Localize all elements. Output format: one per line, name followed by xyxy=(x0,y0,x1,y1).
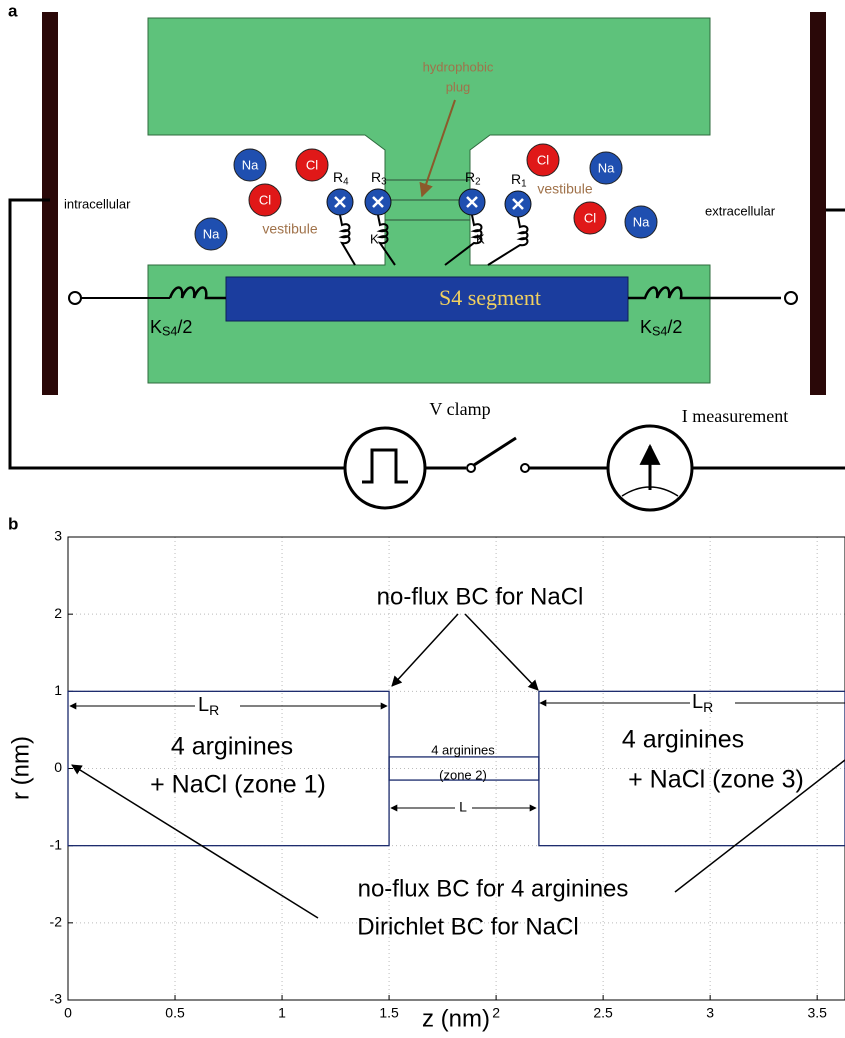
label-base: R xyxy=(333,169,343,185)
label-base: K xyxy=(150,317,162,337)
panel-b: b 0 0.5 1 1.5 2 2.5 3 3.5 -3 -2 -1 0 1 2 3 z (nm) r (nm) n… xyxy=(7,514,845,1032)
note: no-flux BC for NaCl xyxy=(377,583,584,610)
terminal xyxy=(785,292,797,304)
panel-label: b xyxy=(8,514,18,533)
membrane-left xyxy=(42,12,58,395)
zone-label: + NaCl (zone 1) xyxy=(150,771,326,799)
dim-label: L xyxy=(459,799,467,815)
y-tick-label: -2 xyxy=(50,914,63,930)
zone-label: + NaCl (zone 3) xyxy=(628,766,804,794)
vestibule-label: vestibule xyxy=(262,221,317,237)
pointer xyxy=(392,614,458,686)
note: Dirichlet BC for NaCl xyxy=(357,913,578,940)
label-sub: R xyxy=(209,702,219,718)
subscript-label: R1 xyxy=(511,171,527,189)
v-clamp-label: V clamp xyxy=(429,399,490,419)
ion-label: Na xyxy=(203,226,220,241)
y-tick-label: -3 xyxy=(50,991,63,1007)
label-base: L xyxy=(198,694,209,716)
y-tick-label: 1 xyxy=(54,682,62,698)
ion-label: Na xyxy=(598,160,615,175)
plug-label: hydrophobic xyxy=(423,59,494,74)
switch-pin xyxy=(521,464,529,472)
voltage-source xyxy=(345,428,425,508)
x-tick-label: 0.5 xyxy=(165,1005,185,1021)
note: no-flux BC for 4 arginines xyxy=(358,875,629,902)
ion-label: Cl xyxy=(259,192,271,207)
ion-label: Cl xyxy=(537,152,549,167)
panel-label: a xyxy=(8,1,18,20)
subscript-label: LR xyxy=(198,694,219,717)
side-label: intracellular xyxy=(64,196,131,211)
x-tick-label: 1 xyxy=(278,1005,286,1021)
spring xyxy=(340,215,355,265)
x-tick-label: 3 xyxy=(706,1005,714,1021)
panel-a xyxy=(10,12,845,510)
switch xyxy=(474,438,516,465)
y-tick-label: 0 xyxy=(54,759,62,775)
label-tail: /2 xyxy=(177,317,192,337)
subscript-label: LR xyxy=(692,691,713,714)
subscript-label: R2 xyxy=(465,169,481,187)
y-tick-label: 3 xyxy=(54,528,62,544)
label-sub: S4 xyxy=(652,325,667,339)
label-sub: 3 xyxy=(381,176,387,187)
ion-label: Na xyxy=(242,157,259,172)
i-measurement-label: I measurement xyxy=(682,406,788,426)
ion-label: Cl xyxy=(306,157,318,172)
x-tick-label: 2.5 xyxy=(593,1005,613,1021)
switch-pin xyxy=(467,464,475,472)
zone-label: 4 arginines xyxy=(171,733,293,761)
pointer xyxy=(465,614,538,690)
label-sub: S4 xyxy=(162,325,177,339)
label-tail: /2 xyxy=(667,317,682,337)
label-base: L xyxy=(692,691,703,713)
membrane-right xyxy=(810,12,826,395)
x-tick-label: 1.5 xyxy=(379,1005,399,1021)
y-axis-label: r (nm) xyxy=(7,736,34,800)
x-axis-label: z (nm) xyxy=(422,1005,490,1032)
label-sub: 1 xyxy=(521,178,526,189)
label-base: K xyxy=(640,317,652,337)
x-tick-label: 2 xyxy=(492,1005,500,1021)
y-tick-label: -1 xyxy=(50,836,63,852)
zone-label: (zone 2) xyxy=(439,767,487,782)
y-tick-label: 2 xyxy=(54,605,62,621)
ion-label: Na xyxy=(633,214,650,229)
label-sub: 2 xyxy=(475,176,480,187)
label-sub: R xyxy=(703,699,713,715)
zone-label: 4 arginines xyxy=(622,726,744,754)
label-base: R xyxy=(511,171,521,187)
spring-k: K xyxy=(370,231,379,246)
figure: a hydrophobic plug vestibule vestibule i… xyxy=(0,0,845,1038)
side-label: extracellular xyxy=(705,203,776,218)
plug-label: plug xyxy=(446,79,471,94)
vestibule-label: vestibule xyxy=(537,181,592,197)
x-tick-label: 0 xyxy=(64,1005,72,1021)
label-base: R xyxy=(371,169,381,185)
zone-label: 4 arginines xyxy=(431,742,495,757)
subscript-label: R4 xyxy=(333,169,349,187)
s4-label: S4 segment xyxy=(439,285,541,310)
terminal xyxy=(69,292,81,304)
s4-rect xyxy=(226,277,628,321)
label-sub: 4 xyxy=(343,176,349,187)
x-tick-label: 3.5 xyxy=(807,1005,827,1021)
label-base: R xyxy=(465,169,475,185)
ion-label: Cl xyxy=(584,210,596,225)
spring xyxy=(488,217,528,265)
